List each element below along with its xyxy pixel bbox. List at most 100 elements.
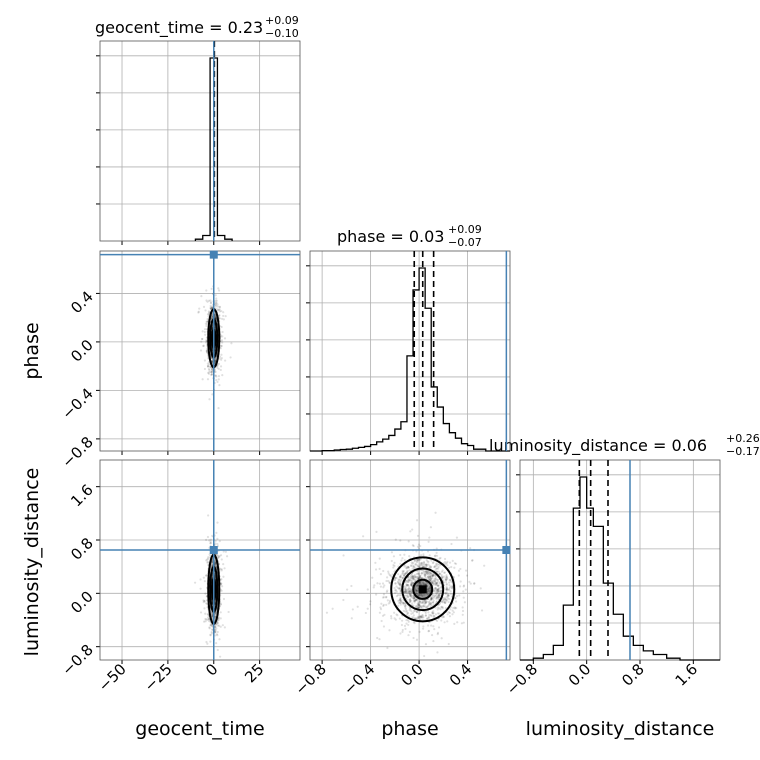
sample-point (405, 622, 408, 625)
sample-point (214, 564, 218, 568)
sample-point (440, 600, 444, 603)
sample-point (424, 606, 427, 610)
sample-point (427, 577, 430, 580)
sample-point (435, 597, 438, 600)
sample-point (425, 558, 428, 562)
sample-point (210, 631, 213, 634)
sample-point (409, 590, 412, 593)
sample-point (418, 583, 421, 586)
sample-point (205, 602, 208, 605)
sample-point (419, 544, 422, 548)
sample-point (393, 586, 396, 590)
sample-point (411, 575, 415, 578)
sample-point (216, 380, 219, 384)
sample-point (397, 599, 400, 602)
sample-point (429, 576, 432, 579)
sample-point (471, 559, 474, 562)
sample-point (406, 591, 409, 594)
sample-point (216, 634, 219, 637)
sample-point (397, 573, 400, 576)
sample-point (206, 317, 209, 321)
sample-point (448, 561, 452, 564)
sample-point (217, 556, 220, 560)
sample-point (410, 612, 413, 615)
sample-point (206, 365, 210, 368)
sample-point (215, 301, 218, 304)
sample-point (216, 648, 219, 652)
sample-point (415, 598, 418, 601)
sample-point (418, 630, 421, 634)
sample-point (220, 325, 223, 329)
sample-point (430, 572, 433, 576)
sample-point (436, 590, 439, 593)
sample-point (430, 614, 433, 618)
sample-point (412, 604, 415, 607)
sample-point (410, 572, 413, 576)
sample-point (411, 596, 414, 600)
sample-point (439, 572, 442, 575)
sample-point (211, 563, 214, 566)
sample-point (210, 369, 213, 372)
sample-point (427, 611, 430, 614)
sample-point (203, 599, 206, 603)
sample-point (424, 614, 427, 617)
sample-point (410, 582, 413, 585)
sample-point (437, 584, 440, 587)
sample-point (426, 604, 430, 608)
sample-point (418, 594, 421, 597)
sample-point (418, 576, 421, 579)
sample-point (422, 615, 425, 619)
sample-point (217, 616, 220, 619)
tick-label-x-luminosity-distance: 1.6 (672, 660, 702, 690)
sample-point (406, 588, 410, 591)
sample-point (436, 570, 439, 573)
sample-point (413, 598, 416, 601)
sample-point (444, 592, 447, 595)
sample-point (431, 601, 435, 604)
sample-point (394, 618, 397, 621)
sample-point (207, 557, 210, 560)
sample-point (408, 591, 411, 594)
tick-label-y-phase: 0.4 (67, 288, 97, 318)
sample-point (425, 570, 428, 573)
sample-point (412, 561, 415, 564)
sample-point (435, 564, 438, 568)
sample-point (219, 365, 223, 368)
sample-point (207, 299, 211, 302)
sample-point (410, 583, 413, 586)
sample-point (437, 567, 440, 570)
title-geocent-time: geocent_time = 0.23 +0.09 −0.10 (95, 14, 299, 40)
sample-point (473, 582, 476, 585)
sample-point (436, 588, 439, 591)
sample-point (394, 589, 397, 592)
sample-point (217, 287, 220, 290)
sample-point (432, 599, 435, 602)
sample-point (416, 534, 420, 537)
sample-point (379, 606, 382, 609)
sample-point (404, 572, 408, 575)
sample-point (389, 574, 392, 577)
sample-point (211, 359, 214, 362)
sample-point (210, 317, 213, 320)
sample-point (407, 615, 411, 618)
sample-point (409, 584, 413, 587)
sample-point (201, 337, 204, 341)
sample-point (413, 559, 417, 562)
sample-point (423, 583, 426, 586)
sample-point (220, 344, 223, 348)
sample-point (443, 600, 446, 603)
sample-point (218, 310, 221, 313)
sample-point (439, 556, 442, 560)
title-geocent-time-plus: +0.09 (265, 14, 299, 27)
sample-point (387, 572, 390, 575)
sample-point (205, 574, 208, 577)
sample-point (399, 601, 402, 604)
sample-point (219, 602, 223, 606)
sample-point (433, 594, 436, 597)
sample-point (408, 600, 412, 604)
sample-point (424, 570, 428, 573)
sample-point (440, 586, 443, 589)
sample-point (416, 572, 420, 575)
sample-point (206, 322, 209, 326)
panel-frame (309, 459, 511, 661)
